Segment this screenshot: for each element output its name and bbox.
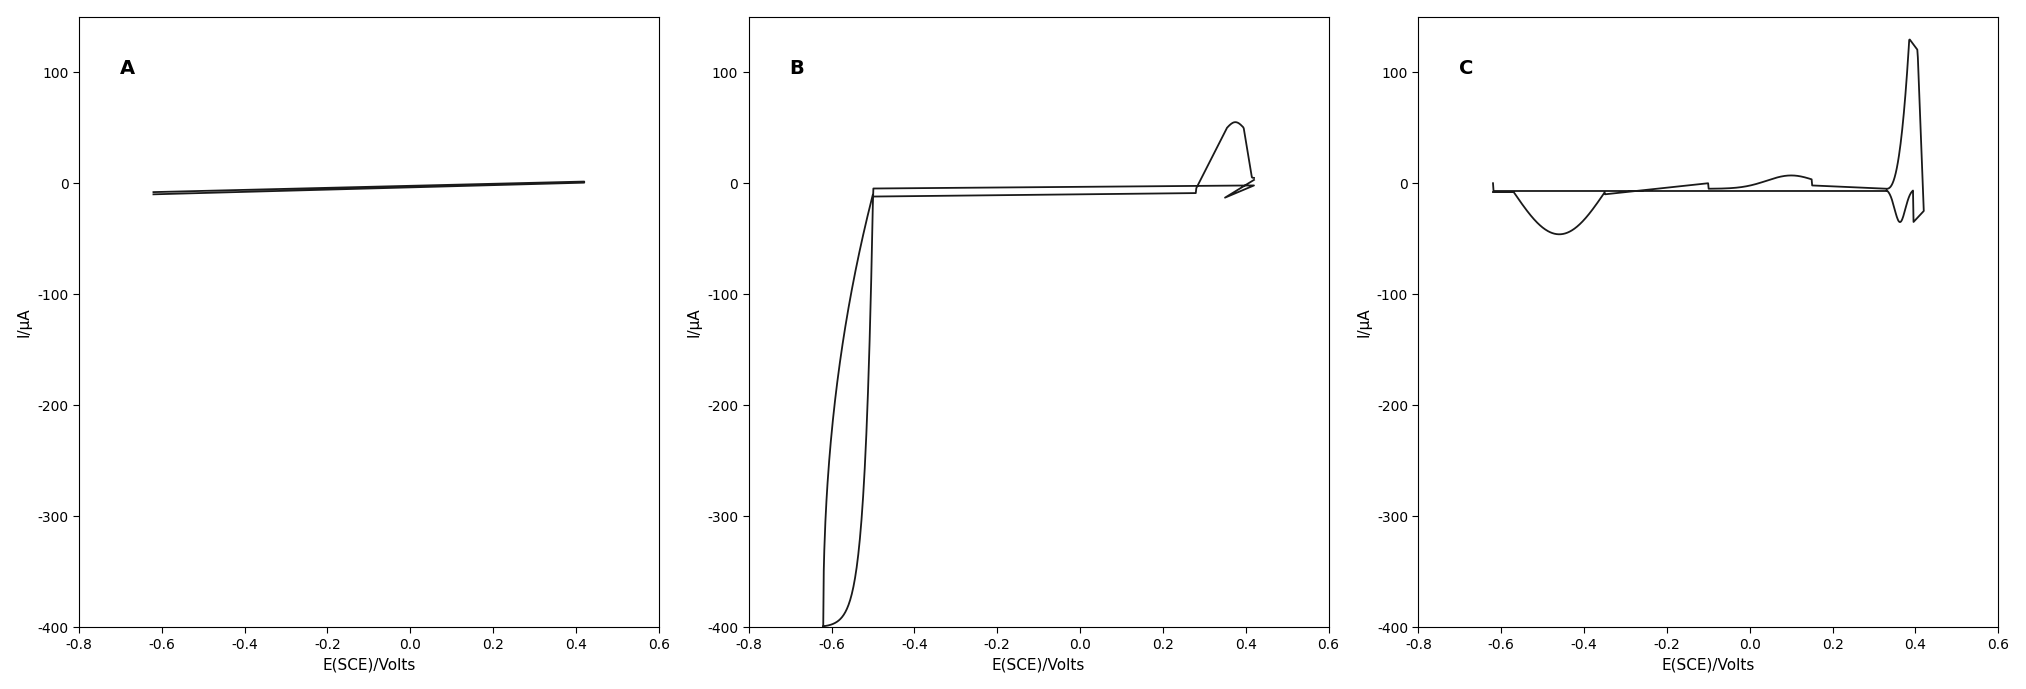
Text: A: A (120, 59, 134, 79)
X-axis label: E(SCE)/Volts: E(SCE)/Volts (322, 657, 415, 672)
X-axis label: E(SCE)/Volts: E(SCE)/Volts (1661, 657, 1755, 672)
Text: C: C (1459, 59, 1473, 79)
X-axis label: E(SCE)/Volts: E(SCE)/Volts (993, 657, 1086, 672)
Y-axis label: I/μA: I/μA (16, 307, 32, 337)
Y-axis label: I/μA: I/μA (687, 307, 701, 337)
Y-axis label: I/μA: I/μA (1355, 307, 1372, 337)
Text: B: B (790, 59, 804, 79)
